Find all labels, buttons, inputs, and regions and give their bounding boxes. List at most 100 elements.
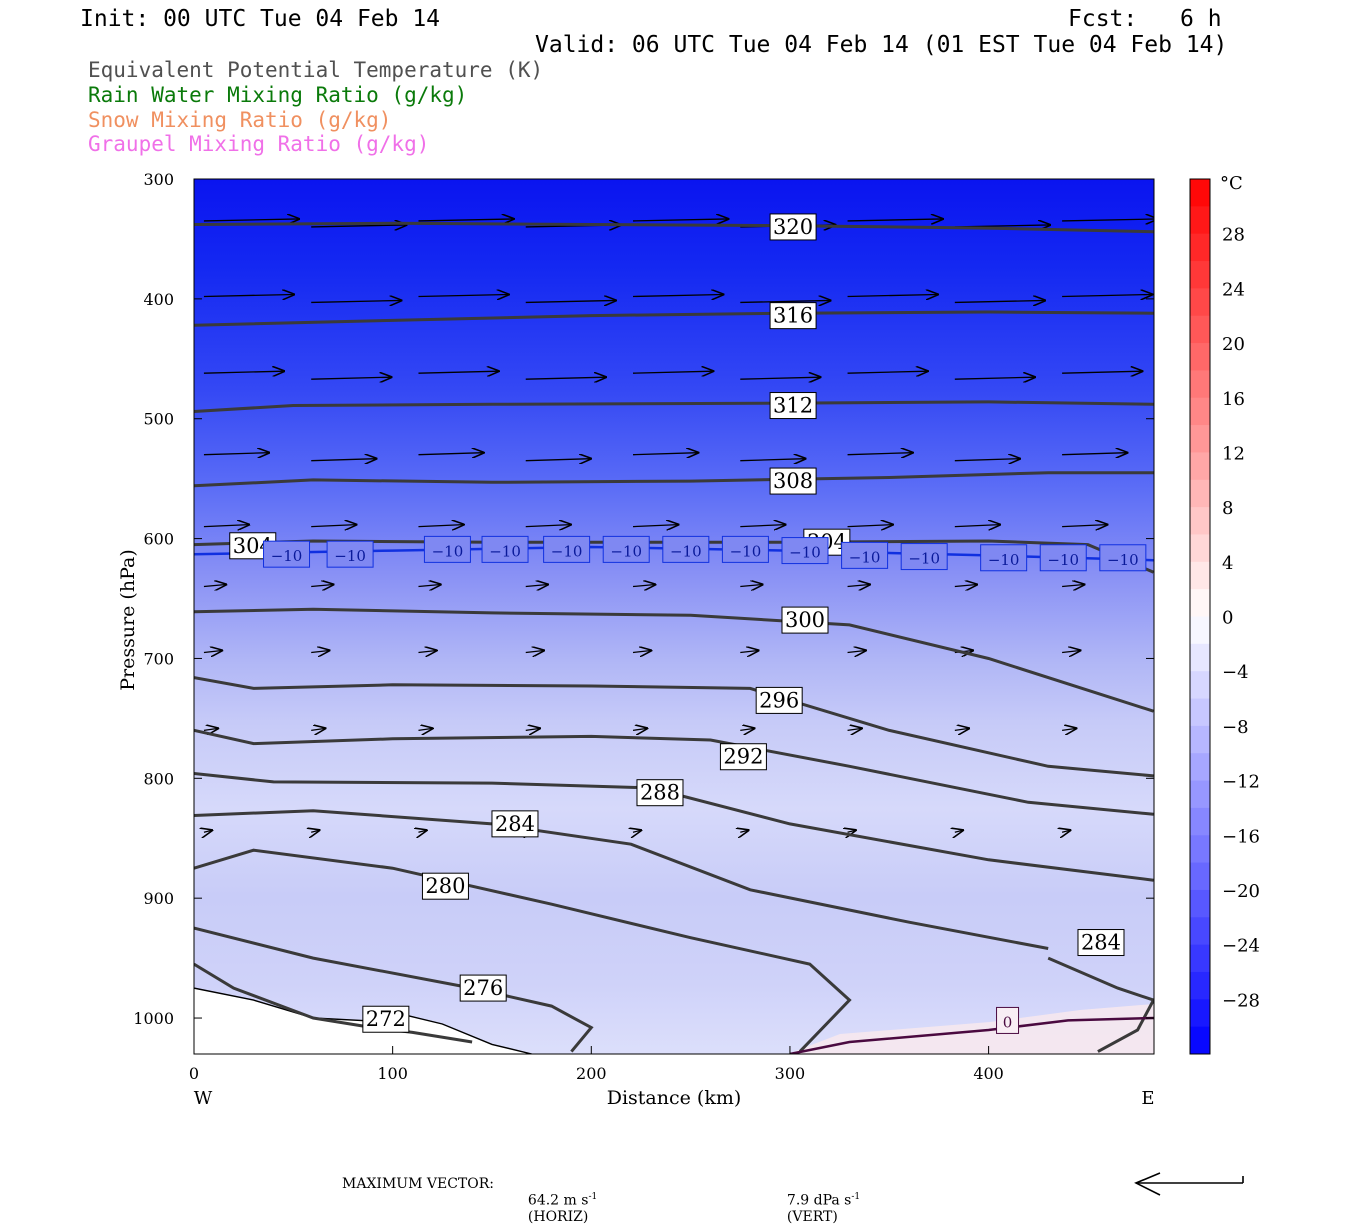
colorbar-segment xyxy=(1190,753,1210,782)
wind-vector xyxy=(203,525,249,527)
wind-vector xyxy=(418,219,513,221)
svg-text:308: 308 xyxy=(773,469,813,493)
forecast-hour: 6 h xyxy=(1180,6,1222,32)
theta-e-contour xyxy=(194,221,1154,234)
init-time: Init: 00 UTC Tue 04 Feb 14 xyxy=(80,6,441,32)
wind-vector xyxy=(740,728,754,730)
svg-text:284: 284 xyxy=(1081,931,1121,955)
colorbar-segment xyxy=(1190,944,1210,973)
legend-snow: Snow Mixing Ratio (g/kg) xyxy=(88,108,392,132)
wind-vector xyxy=(740,377,820,379)
wind-vector xyxy=(847,371,928,373)
wind-vector xyxy=(525,525,571,527)
svg-text:−10: −10 xyxy=(789,544,821,562)
colorbar-tick-label: 0 xyxy=(1222,608,1233,629)
wind-vector xyxy=(954,459,1020,461)
theta-e-label: 292 xyxy=(719,743,767,771)
svg-text:320: 320 xyxy=(773,215,813,239)
colorbar-tick-label: −24 xyxy=(1222,936,1260,957)
isotherm-label: −10 xyxy=(900,543,948,571)
wind-vector xyxy=(1062,728,1076,730)
colorbar-tick-label: 12 xyxy=(1222,443,1245,464)
colorbar-tick-label: 8 xyxy=(1222,498,1233,519)
colorbar-tick-label: 20 xyxy=(1222,334,1245,355)
x-tick-label: 200 xyxy=(576,1064,607,1083)
isotherm-label: −10 xyxy=(263,540,311,568)
theta-e-contour xyxy=(194,728,1154,816)
wind-vector xyxy=(525,650,544,652)
wind-vector xyxy=(632,585,655,587)
wind-vector xyxy=(1062,219,1154,221)
theta-e-label: 284 xyxy=(1077,929,1125,957)
colorbar-segment xyxy=(1190,288,1210,317)
wind-vector xyxy=(1062,830,1070,832)
colorbar-segment xyxy=(1190,479,1210,508)
theta-e-label: 296 xyxy=(755,686,803,714)
wind-vector xyxy=(311,650,329,652)
wind-vector xyxy=(954,585,977,587)
colorbar-segment xyxy=(1190,589,1210,617)
y-tick-label: 800 xyxy=(143,769,174,788)
forecast-label: Fcst: xyxy=(1068,6,1138,32)
wind-vector xyxy=(203,585,226,587)
colorbar-segment xyxy=(1190,917,1210,946)
colorbar-segment xyxy=(1190,534,1210,563)
wind-vector xyxy=(847,650,866,652)
theta-e-contour xyxy=(194,848,852,1053)
svg-text:296: 296 xyxy=(759,688,799,712)
svg-text:−10: −10 xyxy=(334,547,366,565)
theta-e-contour xyxy=(194,400,1154,413)
svg-text:−10: −10 xyxy=(988,551,1020,569)
colorbar-tick-label: −4 xyxy=(1222,662,1249,683)
colorbar-segment xyxy=(1190,233,1210,262)
wind-vector xyxy=(203,650,222,652)
wind-vector xyxy=(1062,453,1127,455)
cross-section-chart: 3203163123083043043002962922882842842802… xyxy=(117,170,1260,1196)
wind-vector xyxy=(311,377,391,379)
theta-e-label: 288 xyxy=(636,779,684,807)
wind-vector xyxy=(311,300,401,302)
wind-vector xyxy=(418,453,483,455)
wind-vector xyxy=(955,830,963,832)
max-vector-horiz-exponent: -1 xyxy=(588,1192,598,1202)
colorbar-segment xyxy=(1190,835,1210,864)
colorbar-segment xyxy=(1190,179,1210,207)
wind-vector xyxy=(632,371,713,373)
isotherm-label: −10 xyxy=(423,535,471,563)
colorbar-segment xyxy=(1190,999,1210,1028)
isotherm-line xyxy=(789,1016,1154,1054)
max-vector-horiz-value: 64.2 m s xyxy=(527,1192,589,1209)
wind-vector xyxy=(418,525,463,527)
theta-e-contour xyxy=(194,676,1154,778)
theta-e-label: 300 xyxy=(781,606,829,634)
colorbar-tick-label: −12 xyxy=(1222,772,1260,793)
wind-vector xyxy=(847,728,862,730)
wind-vector xyxy=(740,459,805,461)
x-tick-label: 0 xyxy=(189,1064,199,1083)
colorbar-tick-label: −28 xyxy=(1222,990,1260,1011)
colorbar-segment xyxy=(1190,206,1210,235)
wind-vector xyxy=(204,830,212,832)
colorbar-segment xyxy=(1190,643,1210,672)
wind-vector xyxy=(632,650,651,652)
colorbar-segment xyxy=(1190,780,1210,809)
theta-e-label: 316 xyxy=(769,302,817,330)
wind-vector xyxy=(203,728,218,730)
colorbar-unit: °C xyxy=(1220,173,1243,194)
x-end-label-east: E xyxy=(1141,1088,1154,1109)
wind-vector xyxy=(203,219,299,221)
isotherm-label: −10 xyxy=(326,540,374,568)
colorbar-segment xyxy=(1190,725,1210,754)
theta-e-label: 320 xyxy=(769,213,817,241)
y-tick-label: 600 xyxy=(143,530,174,549)
svg-text:284: 284 xyxy=(495,812,535,836)
wind-vector xyxy=(847,525,893,527)
wind-vector xyxy=(311,728,325,730)
wind-vector xyxy=(311,830,319,832)
isotherm-label: −10 xyxy=(602,535,650,563)
wind-vector xyxy=(1062,525,1107,527)
wind-vector xyxy=(525,300,616,302)
svg-text:−10: −10 xyxy=(271,547,303,565)
wind-vector xyxy=(633,294,723,296)
colorbar-tick-label: 24 xyxy=(1222,279,1245,300)
